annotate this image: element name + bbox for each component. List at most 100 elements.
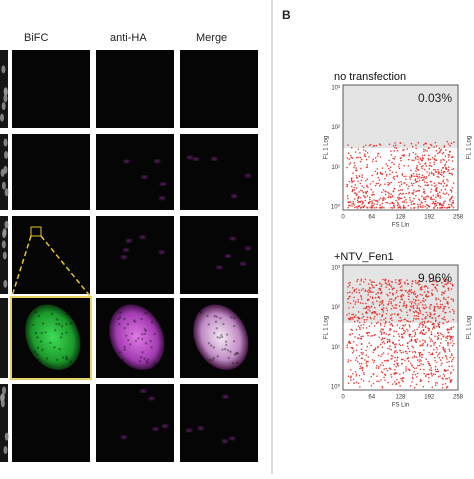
- speckle: [65, 323, 68, 326]
- event-dot: [439, 197, 441, 199]
- event-dot: [362, 302, 364, 305]
- event-dot: [406, 311, 408, 314]
- event-dot: [445, 168, 448, 171]
- event-dot: [384, 171, 387, 173]
- event-dot: [443, 164, 446, 167]
- event-dot: [354, 288, 356, 291]
- cell-signal: [221, 439, 228, 443]
- event-dot: [409, 199, 412, 201]
- event-dot: [420, 301, 422, 304]
- event-dot: [355, 357, 358, 359]
- y-axis-label: FL 1 Log: [324, 136, 330, 159]
- event-dot: [422, 385, 425, 388]
- cell: [4, 432, 9, 441]
- event-dot: [383, 206, 385, 209]
- event-dot: [409, 176, 411, 178]
- speckle: [57, 323, 61, 326]
- event-dot: [430, 180, 433, 183]
- speckle: [65, 331, 68, 334]
- event-dot: [362, 380, 365, 382]
- event-dot: [351, 292, 354, 294]
- event-dot: [433, 280, 435, 282]
- event-dot: [400, 189, 402, 191]
- event-dot: [434, 155, 437, 157]
- event-dot: [353, 290, 356, 293]
- event-dot: [420, 165, 423, 168]
- event-dot: [422, 324, 425, 326]
- event-dot: [438, 321, 441, 324]
- event-dot: [451, 354, 453, 357]
- cell: [3, 279, 8, 288]
- event-dot: [439, 173, 442, 176]
- event-dot: [381, 333, 383, 335]
- event-dot: [362, 206, 365, 208]
- event-dot: [418, 283, 421, 286]
- event-dot: [442, 166, 445, 169]
- event-dot: [447, 287, 450, 290]
- event-dot: [389, 166, 392, 169]
- event-dot: [452, 300, 455, 302]
- event-dot: [432, 194, 435, 197]
- event-dot: [351, 205, 353, 207]
- event-dot: [406, 314, 409, 317]
- event-dot: [357, 195, 360, 198]
- event-dot: [403, 164, 405, 167]
- event-dot: [408, 153, 411, 155]
- event-dot: [417, 364, 419, 367]
- event-dot: [421, 304, 424, 306]
- event-dot: [452, 325, 455, 328]
- event-dot: [452, 298, 455, 301]
- event-dot: [434, 384, 437, 387]
- event-dot: [419, 203, 421, 205]
- event-dot: [373, 325, 376, 327]
- event-dot: [406, 352, 408, 355]
- event-dot: [364, 191, 367, 193]
- event-dot: [387, 184, 389, 186]
- event-dot: [364, 153, 366, 155]
- event-dot: [445, 192, 448, 194]
- event-dot: [413, 311, 416, 314]
- event-dot: [387, 281, 390, 283]
- event-dot: [404, 289, 407, 292]
- event-dot: [373, 361, 375, 364]
- event-dot: [427, 329, 430, 332]
- event-dot: [434, 280, 436, 282]
- event-dot: [351, 329, 354, 332]
- event-dot: [426, 171, 428, 173]
- event-dot: [427, 287, 429, 289]
- event-dot: [375, 182, 378, 185]
- speckle: [60, 332, 64, 336]
- speckle: [134, 320, 137, 323]
- speckle: [143, 332, 146, 336]
- event-dot: [436, 332, 439, 335]
- event-dot: [354, 151, 357, 153]
- event-dot: [447, 296, 450, 299]
- event-dot: [381, 197, 384, 200]
- event-dot: [376, 380, 378, 382]
- event-dot: [446, 207, 448, 209]
- event-dot: [420, 330, 423, 333]
- event-dot: [400, 159, 402, 162]
- event-dot: [362, 194, 365, 197]
- event-dot: [437, 176, 440, 178]
- event-dot: [423, 368, 425, 371]
- event-dot: [434, 202, 437, 205]
- event-dot: [449, 282, 452, 285]
- event-dot: [433, 322, 435, 325]
- event-dot: [406, 291, 409, 294]
- image-tile: [96, 216, 174, 294]
- event-dot: [439, 195, 442, 197]
- event-dot: [446, 377, 448, 380]
- event-dot: [427, 195, 430, 198]
- x-tick-label: 128: [395, 215, 406, 221]
- event-dot: [393, 163, 395, 166]
- event-dot: [350, 185, 353, 188]
- event-dot: [440, 338, 443, 340]
- event-dot: [375, 367, 378, 369]
- speckle: [134, 339, 138, 343]
- event-dot: [440, 364, 442, 366]
- event-dot: [396, 351, 398, 354]
- event-dot: [449, 381, 452, 383]
- event-dot: [407, 347, 410, 350]
- event-dot: [390, 348, 393, 351]
